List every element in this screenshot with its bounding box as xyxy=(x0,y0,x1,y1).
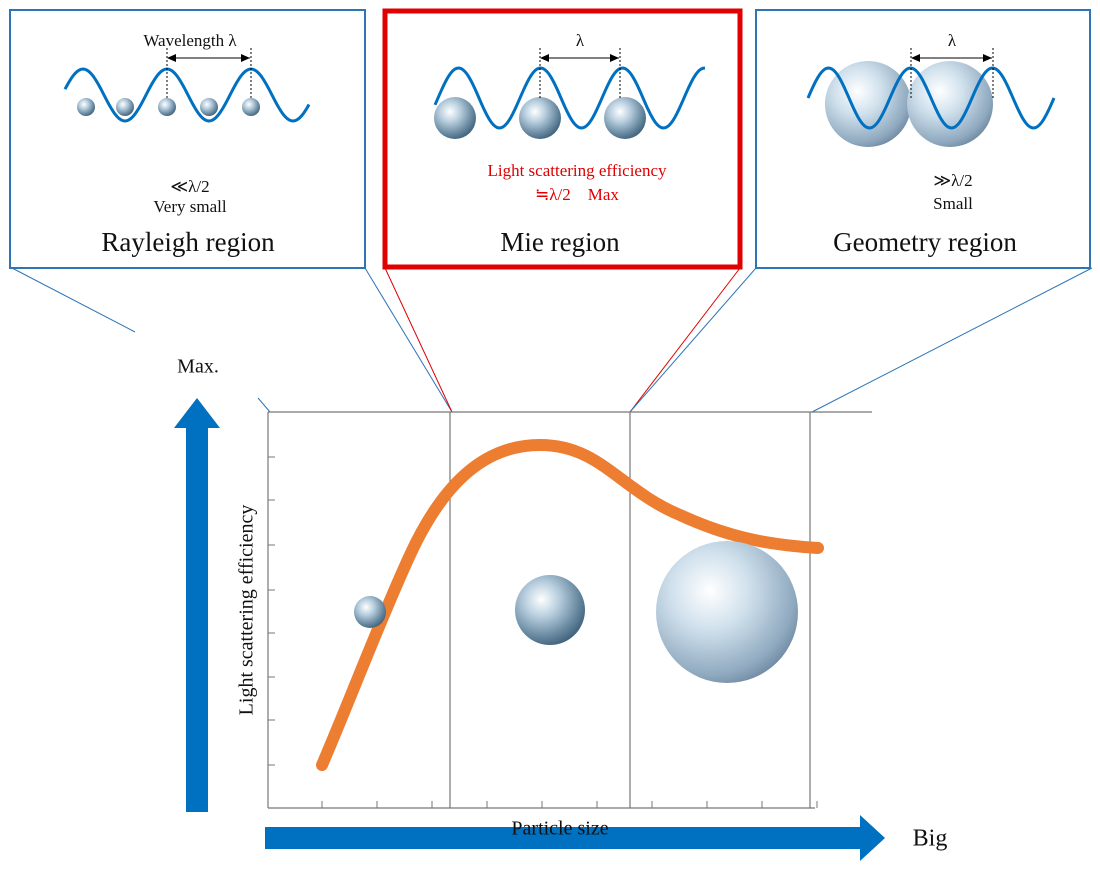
wavelength-label: Wavelength λ xyxy=(143,31,237,50)
y-top-label: Max. xyxy=(177,356,219,378)
x-end-label: Big xyxy=(913,826,948,852)
particle xyxy=(242,98,260,116)
note: Small xyxy=(933,194,973,213)
x-axis-label: Particle size xyxy=(511,818,608,840)
wavelength-label: λ xyxy=(948,31,957,50)
region-title: Geometry region xyxy=(833,227,1017,257)
particle xyxy=(77,98,95,116)
panel-content xyxy=(63,48,1056,147)
region-title: Mie region xyxy=(500,227,620,257)
particle xyxy=(825,61,911,147)
ticks xyxy=(268,456,818,808)
region-title: Rayleigh region xyxy=(101,227,275,257)
particle xyxy=(515,575,585,645)
note: Light scattering efficiency xyxy=(487,161,667,180)
x-arrow xyxy=(265,815,885,861)
particle xyxy=(116,98,134,116)
panel-box xyxy=(755,9,1091,269)
y-axis-label: Light scattering efficiency xyxy=(236,505,258,716)
note: ≪λ/2 xyxy=(170,177,209,196)
panel-box xyxy=(9,9,366,269)
wave xyxy=(63,67,311,123)
wave xyxy=(806,66,1056,130)
particle xyxy=(907,61,993,147)
particle xyxy=(354,596,386,628)
wave xyxy=(433,66,706,130)
y-arrow xyxy=(174,398,220,812)
particle xyxy=(158,98,176,116)
wavelength-label: λ xyxy=(576,31,585,50)
connectors xyxy=(11,267,1093,413)
note: ≒λ/2 Max xyxy=(535,185,619,204)
efficiency-curve xyxy=(316,438,824,771)
note: ≫λ/2 xyxy=(933,171,972,190)
particle xyxy=(200,98,218,116)
note: Very small xyxy=(153,197,226,216)
particle xyxy=(519,97,561,139)
particle xyxy=(656,541,798,683)
particle xyxy=(604,97,646,139)
panel-box xyxy=(382,8,743,270)
particle xyxy=(434,97,476,139)
